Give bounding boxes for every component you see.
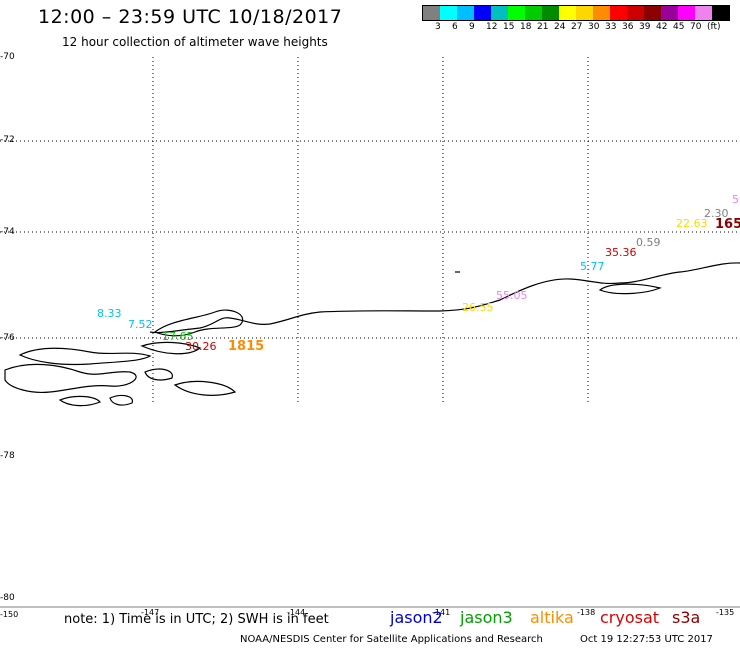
- legend-label: 45: [673, 22, 685, 32]
- color-scale-labels: 3 6 9 12 15 18 21 24 27 30 33 36 39 42 45 70 (ft): [420, 22, 740, 34]
- lon-label-150: -150: [0, 610, 19, 619]
- lat-label-70: -70: [0, 52, 15, 62]
- legend-swatch: [644, 6, 661, 20]
- wave-height-label: 55.05: [496, 289, 528, 302]
- legend-label: 27: [571, 22, 583, 32]
- wave-height-label: 30.26: [185, 340, 217, 353]
- legend-swatch: [542, 6, 559, 20]
- legend-swatch: [627, 6, 644, 20]
- legend-label: 15: [503, 22, 515, 32]
- legend-swatch: [474, 6, 491, 20]
- legend-swatch: [559, 6, 576, 20]
- satellite-legend-item: cryosat: [600, 608, 660, 627]
- lon-label-138: -138: [577, 608, 596, 617]
- legend-label: 24: [554, 22, 566, 32]
- legend-swatch: [695, 6, 712, 20]
- legend-swatch: [491, 6, 508, 20]
- wave-height-label: 165: [715, 217, 740, 232]
- map-subtitle: 12 hour collection of altimeter wave hei…: [62, 35, 328, 49]
- lat-label-76: -76: [0, 333, 15, 343]
- legend-label: 9: [469, 22, 475, 32]
- coastline-main: [149, 262, 740, 334]
- legend-swatch: [576, 6, 593, 20]
- lon-label-141: -141: [432, 608, 451, 617]
- legend-swatch: [712, 6, 729, 20]
- lat-label-74: -74: [0, 227, 15, 237]
- legend-label: 6: [452, 22, 458, 32]
- island-1: [4, 363, 137, 393]
- island-7: [109, 394, 134, 406]
- island-6: [58, 395, 101, 407]
- legend-label: 12: [486, 22, 498, 32]
- satellite-legend-item: jason2: [390, 608, 443, 627]
- wave-height-label: 59: [732, 193, 740, 206]
- wave-height-label: 0.59: [636, 236, 661, 249]
- wave-height-label: 35.36: [605, 246, 637, 259]
- generation-timestamp: Oct 19 12:27:53 UTC 2017: [580, 634, 713, 645]
- coastline-peninsula: [598, 283, 662, 295]
- legend-swatch: [525, 6, 542, 20]
- lon-label-147: -147: [141, 608, 160, 617]
- wave-height-label: 2.30: [704, 207, 729, 220]
- legend-swatch: [610, 6, 627, 20]
- satellite-legend-item: altika: [530, 608, 574, 627]
- legend-swatch: [423, 6, 440, 20]
- island-5: [173, 380, 237, 396]
- legend-swatch: [508, 6, 525, 20]
- legend-label: 30: [588, 22, 600, 32]
- legend-swatch: [593, 6, 610, 20]
- color-scale-legend: [422, 5, 730, 21]
- island-3: [140, 341, 202, 355]
- legend-label: 36: [622, 22, 634, 32]
- legend-label: 33: [605, 22, 617, 32]
- satellite-legend-item: jason3: [460, 608, 513, 627]
- satellite-legend-item: s3a: [672, 608, 701, 627]
- wave-height-label: 22.63: [676, 217, 708, 230]
- legend-swatch: [457, 6, 474, 20]
- legend-label: (ft): [707, 22, 721, 32]
- legend-label: 42: [656, 22, 668, 32]
- legend-label: 70: [690, 22, 702, 32]
- legend-label: 3: [435, 22, 441, 32]
- wave-height-label: 8.33: [97, 307, 122, 320]
- legend-swatch: [661, 6, 678, 20]
- legend-label: 21: [537, 22, 549, 32]
- antarctic-coastline: [4, 262, 740, 407]
- legend-label: 18: [520, 22, 532, 32]
- grid-lines: [0, 57, 740, 405]
- footer-note: note: 1) Time is in UTC; 2) SWH is in fe…: [64, 612, 329, 627]
- legend-label: 39: [639, 22, 651, 32]
- island-2: [18, 347, 152, 366]
- legend-swatch: [440, 6, 457, 20]
- lat-label-78: -78: [0, 451, 15, 461]
- wave-height-label: 7.52: [128, 318, 153, 331]
- wave-height-label: 26.55: [462, 301, 494, 314]
- lat-label-72: -72: [0, 135, 15, 145]
- credit-line: NOAA/NESDIS Center for Satellite Applica…: [240, 634, 543, 645]
- wave-height-label: 5.77: [580, 260, 605, 273]
- wave-height-label: 1815: [228, 339, 265, 354]
- map-title: 12:00 – 23:59 UTC 10/18/2017: [38, 6, 343, 28]
- lat-label-80: -80: [0, 593, 15, 603]
- wave-height-label: 17.65: [162, 330, 194, 343]
- legend-swatch: [678, 6, 695, 20]
- lon-label-135: -135: [716, 608, 735, 617]
- island-4: [144, 368, 173, 381]
- coastline-ice-shelf: [153, 309, 244, 337]
- lon-label-144: -144: [287, 608, 306, 617]
